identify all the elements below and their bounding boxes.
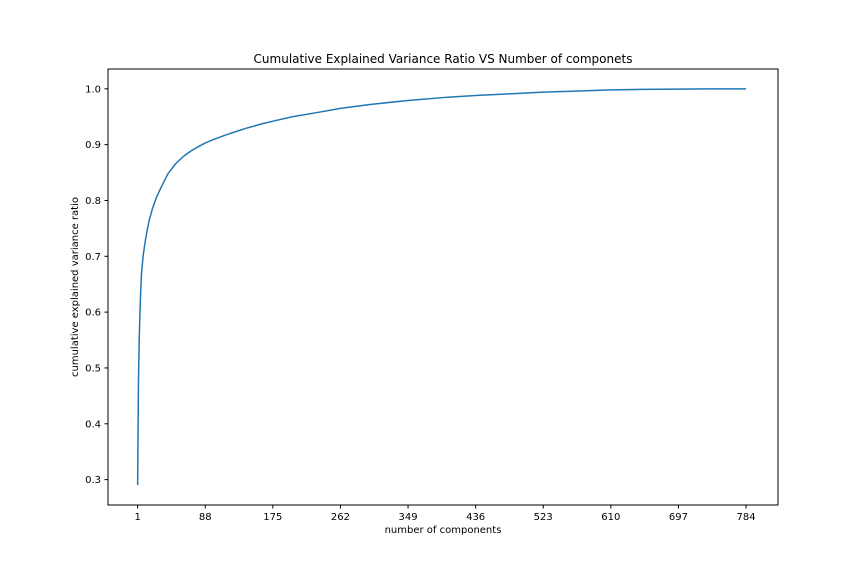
x-tick-label: 88: [199, 512, 212, 523]
x-axis-ticks: 1 88 175 262 349 436 523 610 697 784: [134, 505, 756, 523]
y-tick-label: 0.9: [85, 140, 101, 151]
y-tick-label: 0.6: [85, 308, 101, 319]
x-tick-label: 262: [331, 512, 350, 523]
y-tick-label: 0.7: [85, 252, 101, 263]
chart-title: Cumulative Explained Variance Ratio VS N…: [254, 52, 633, 66]
x-tick-label: 610: [601, 512, 620, 523]
x-tick-label: 1: [134, 512, 140, 523]
x-tick-label: 349: [398, 512, 417, 523]
cumulative-variance-line: [136, 88, 747, 486]
y-tick-label: 0.4: [85, 419, 101, 430]
x-axis-title: number of components: [385, 525, 502, 536]
y-tick-label: 0.5: [85, 363, 101, 374]
x-tick-label: 697: [669, 512, 688, 523]
y-tick-label: 0.3: [85, 475, 101, 486]
x-tick-label: 436: [466, 512, 485, 523]
y-tick-label: 1.0: [85, 84, 101, 95]
y-axis-title: cumulative explained variance ratio: [70, 197, 81, 377]
y-axis-ticks: 0.3 0.4 0.5 0.6 0.7 0.8 0.9 1.0: [85, 84, 108, 486]
x-tick-label: 784: [736, 512, 755, 523]
y-tick-label: 0.8: [85, 196, 101, 207]
x-tick-label: 523: [534, 512, 553, 523]
plot-area-frame: [107, 68, 779, 506]
x-tick-label: 175: [263, 512, 282, 523]
